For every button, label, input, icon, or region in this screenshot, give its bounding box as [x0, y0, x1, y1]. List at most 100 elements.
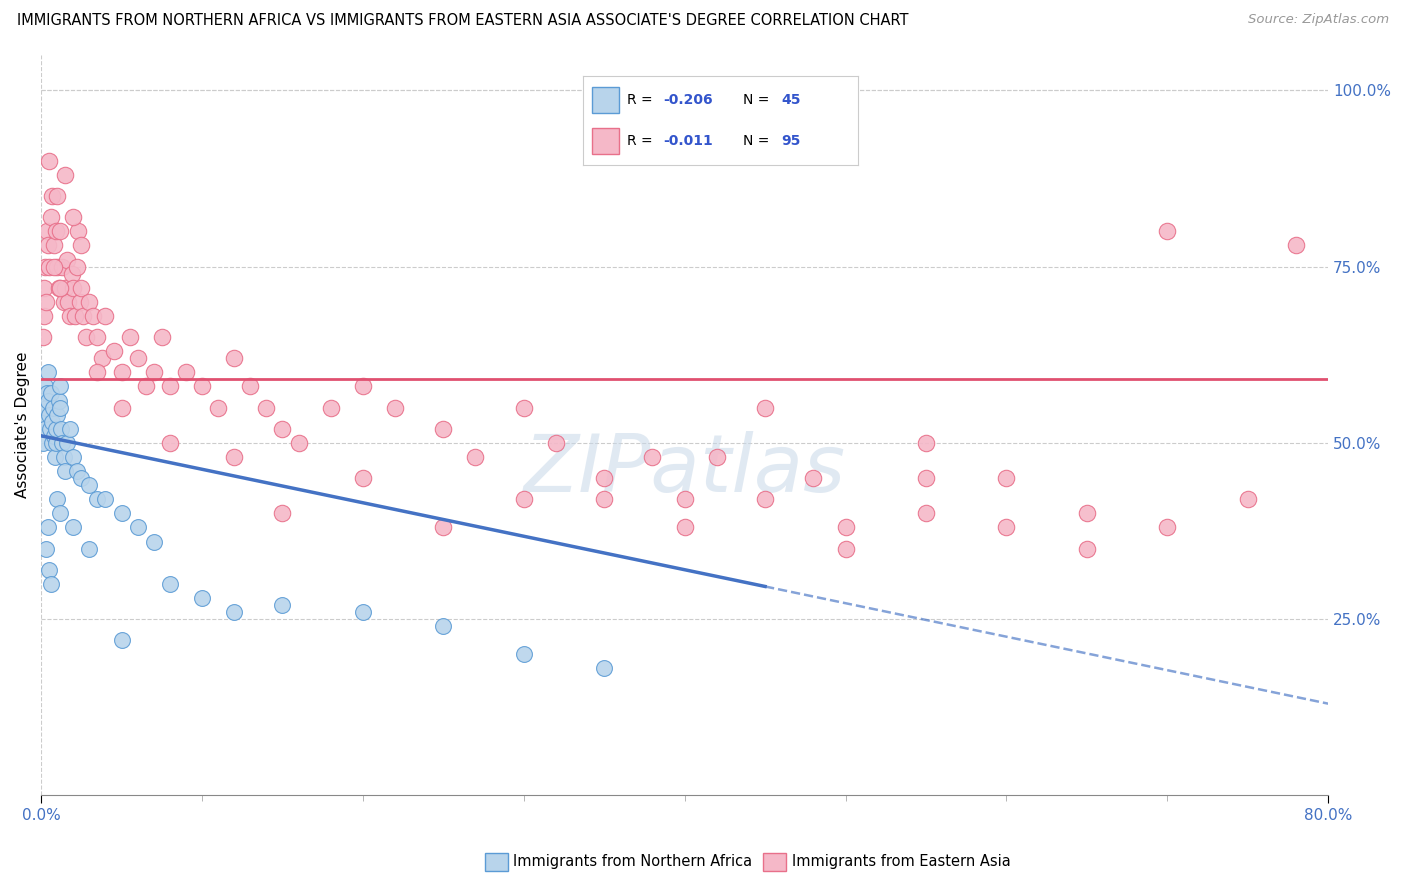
Point [32, 309, 55, 323]
Point [1076, 506, 1098, 520]
Point [995, 471, 1018, 485]
Text: 45: 45 [780, 93, 800, 107]
Point [63, 309, 86, 323]
Point [287, 435, 309, 450]
Point [641, 450, 664, 464]
Point [191, 379, 214, 393]
Point [593, 471, 616, 485]
Point [79, 541, 101, 556]
Point [46, 189, 69, 203]
Point [995, 520, 1018, 534]
Point [32, 415, 55, 429]
Bar [592, 87, 619, 113]
Point [70, 281, 93, 295]
Point [37, 520, 59, 534]
Point [1156, 520, 1178, 534]
Point [31, 435, 53, 450]
Point [191, 591, 214, 605]
Point [135, 379, 157, 393]
Point [254, 401, 277, 415]
Point [384, 401, 406, 415]
Point [86, 492, 108, 507]
Point [127, 520, 149, 534]
Point [432, 520, 454, 534]
Point [801, 471, 824, 485]
Point [110, 401, 132, 415]
Text: -0.206: -0.206 [664, 93, 713, 107]
Text: Immigrants from Northern Africa: Immigrants from Northern Africa [513, 855, 752, 869]
Point [53, 464, 76, 478]
Point [51, 422, 73, 436]
Point [51, 260, 73, 274]
Point [513, 648, 536, 662]
Point [110, 633, 132, 648]
Text: Immigrants from Eastern Asia: Immigrants from Eastern Asia [792, 855, 1011, 869]
Point [37, 393, 59, 408]
Point [38, 260, 60, 274]
Point [53, 168, 76, 182]
Point [513, 401, 536, 415]
Point [42, 429, 65, 443]
Point [39, 211, 62, 225]
Text: Source: ZipAtlas.com: Source: ZipAtlas.com [1249, 13, 1389, 27]
Point [110, 365, 132, 379]
Point [35, 224, 58, 238]
Text: R =: R = [627, 134, 658, 148]
Point [706, 450, 728, 464]
Point [103, 344, 125, 359]
Point [34, 379, 56, 393]
Point [94, 309, 117, 323]
Point [38, 563, 60, 577]
Point [207, 401, 229, 415]
Point [754, 401, 776, 415]
Point [37, 238, 59, 252]
Point [915, 506, 938, 520]
Point [82, 309, 104, 323]
Text: 95: 95 [780, 134, 800, 148]
Point [59, 422, 82, 436]
Point [65, 260, 87, 274]
Point [39, 577, 62, 591]
Point [142, 534, 165, 549]
Point [41, 189, 63, 203]
Point [67, 224, 90, 238]
Point [118, 330, 141, 344]
Point [754, 492, 776, 507]
Point [174, 365, 197, 379]
Point [34, 260, 56, 274]
Point [38, 153, 60, 168]
Point [593, 492, 616, 507]
Point [56, 435, 79, 450]
Point [34, 422, 56, 436]
Point [593, 661, 616, 675]
Point [271, 422, 294, 436]
Point [62, 281, 84, 295]
Point [224, 351, 246, 366]
Point [1236, 492, 1258, 507]
Point [69, 294, 91, 309]
Point [58, 294, 80, 309]
Point [49, 401, 72, 415]
Point [59, 309, 82, 323]
Point [513, 492, 536, 507]
Point [62, 211, 84, 225]
Point [544, 435, 567, 450]
Point [35, 294, 58, 309]
Point [46, 408, 69, 422]
Point [45, 224, 67, 238]
Point [45, 422, 67, 436]
Point [37, 365, 59, 379]
Point [75, 330, 97, 344]
Point [673, 492, 696, 507]
Point [42, 260, 65, 274]
Point [70, 471, 93, 485]
Point [464, 450, 486, 464]
Point [35, 541, 58, 556]
Point [915, 471, 938, 485]
Point [49, 281, 72, 295]
Text: N =: N = [742, 93, 773, 107]
Point [38, 408, 60, 422]
Point [48, 393, 70, 408]
Point [39, 386, 62, 401]
Point [319, 401, 342, 415]
